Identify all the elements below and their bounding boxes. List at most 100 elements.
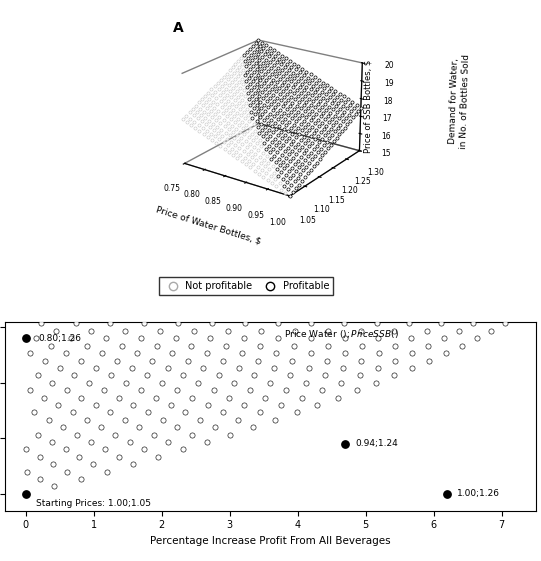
Point <box>152 341 161 350</box>
Point <box>56 311 64 320</box>
Point <box>296 260 305 269</box>
Point <box>192 297 200 306</box>
Point <box>30 408 39 417</box>
Point <box>224 297 233 306</box>
Point <box>341 334 349 343</box>
Point <box>478 297 486 306</box>
Point <box>75 452 84 461</box>
Point <box>501 319 510 328</box>
Point <box>63 186 71 195</box>
Text: Starting Prices: 1.00;1.05: Starting Prices: 1.00;1.05 <box>36 499 151 508</box>
Point <box>128 364 136 373</box>
Point <box>221 341 230 350</box>
Point <box>97 422 105 431</box>
Point <box>136 230 144 239</box>
Point <box>149 163 157 172</box>
Point <box>186 178 194 187</box>
Point <box>230 378 239 387</box>
Point <box>171 334 180 343</box>
Point <box>390 327 398 335</box>
Point <box>62 348 70 357</box>
Point <box>76 134 84 143</box>
Point <box>447 297 456 306</box>
Point <box>156 252 164 261</box>
Point <box>102 215 110 224</box>
Point <box>443 489 452 498</box>
Point <box>85 378 94 387</box>
Point <box>129 459 137 468</box>
Point <box>28 171 37 180</box>
Point <box>425 356 433 365</box>
Point <box>181 408 190 417</box>
Point <box>266 223 275 232</box>
Point <box>232 186 240 195</box>
Point <box>407 334 415 343</box>
Point <box>249 422 258 431</box>
Point <box>89 459 97 468</box>
Point <box>183 200 192 209</box>
Point <box>122 163 130 172</box>
Point <box>158 378 167 387</box>
Point <box>55 364 64 373</box>
Point <box>317 385 326 394</box>
Point <box>57 126 66 135</box>
Point <box>212 200 221 209</box>
Point <box>189 327 198 335</box>
Point <box>49 459 58 468</box>
Point <box>340 348 349 357</box>
Point <box>255 282 263 291</box>
Point <box>284 230 293 239</box>
Point <box>179 223 187 232</box>
Point <box>194 171 203 180</box>
Point <box>137 334 146 343</box>
Point <box>45 178 54 187</box>
Point <box>25 297 34 306</box>
Point <box>173 385 182 394</box>
Point <box>257 327 266 335</box>
Point <box>408 364 417 373</box>
Point <box>353 297 361 306</box>
Point <box>139 149 148 158</box>
Point <box>337 378 345 387</box>
Point <box>188 393 197 402</box>
Point <box>166 230 175 239</box>
Point <box>70 371 79 380</box>
Point <box>94 282 102 291</box>
Point <box>148 356 157 365</box>
Point <box>58 422 67 431</box>
Point <box>465 304 473 313</box>
Point <box>130 156 139 165</box>
Point <box>62 267 70 276</box>
Text: 0.80;1.26: 0.80;1.26 <box>38 334 81 343</box>
Point <box>106 408 115 417</box>
Point <box>91 364 100 373</box>
Legend: Not profitable, Profitable: Not profitable, Profitable <box>159 277 333 295</box>
Point <box>31 149 40 158</box>
Point <box>272 348 281 357</box>
Point <box>235 260 243 269</box>
Point <box>372 378 380 387</box>
Point <box>333 393 342 402</box>
Point <box>29 237 38 246</box>
Point <box>234 364 243 373</box>
Point <box>34 430 42 439</box>
Point <box>313 401 322 410</box>
Point <box>196 415 204 424</box>
Point <box>126 267 135 276</box>
Point <box>496 304 505 313</box>
Point <box>133 348 141 357</box>
Point <box>440 334 448 343</box>
Point <box>56 171 65 180</box>
Point <box>391 356 400 365</box>
Point <box>83 126 92 135</box>
Point <box>113 356 121 365</box>
Point <box>194 378 203 387</box>
Point <box>288 356 297 365</box>
Point <box>174 274 183 283</box>
Point <box>297 393 306 402</box>
Point <box>204 186 213 195</box>
Point <box>268 200 277 209</box>
Point <box>490 289 499 298</box>
Point <box>111 430 120 439</box>
Point <box>68 200 76 209</box>
